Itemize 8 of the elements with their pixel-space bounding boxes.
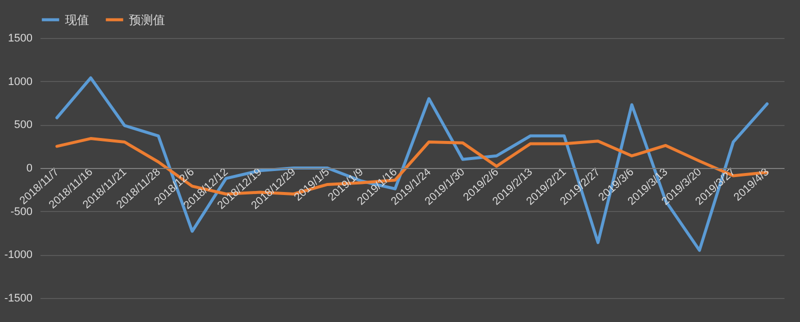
y-tick-label: -1500: [4, 292, 32, 304]
y-tick-label: 500: [14, 119, 32, 132]
y-tick-label: -500: [10, 206, 32, 218]
y-tick-label: 1000: [8, 76, 32, 88]
legend-label: 预测值: [129, 12, 165, 27]
y-tick-label: -1000: [4, 249, 32, 262]
y-tick-label: 1500: [8, 32, 32, 44]
legend-label: 现值: [65, 12, 89, 27]
